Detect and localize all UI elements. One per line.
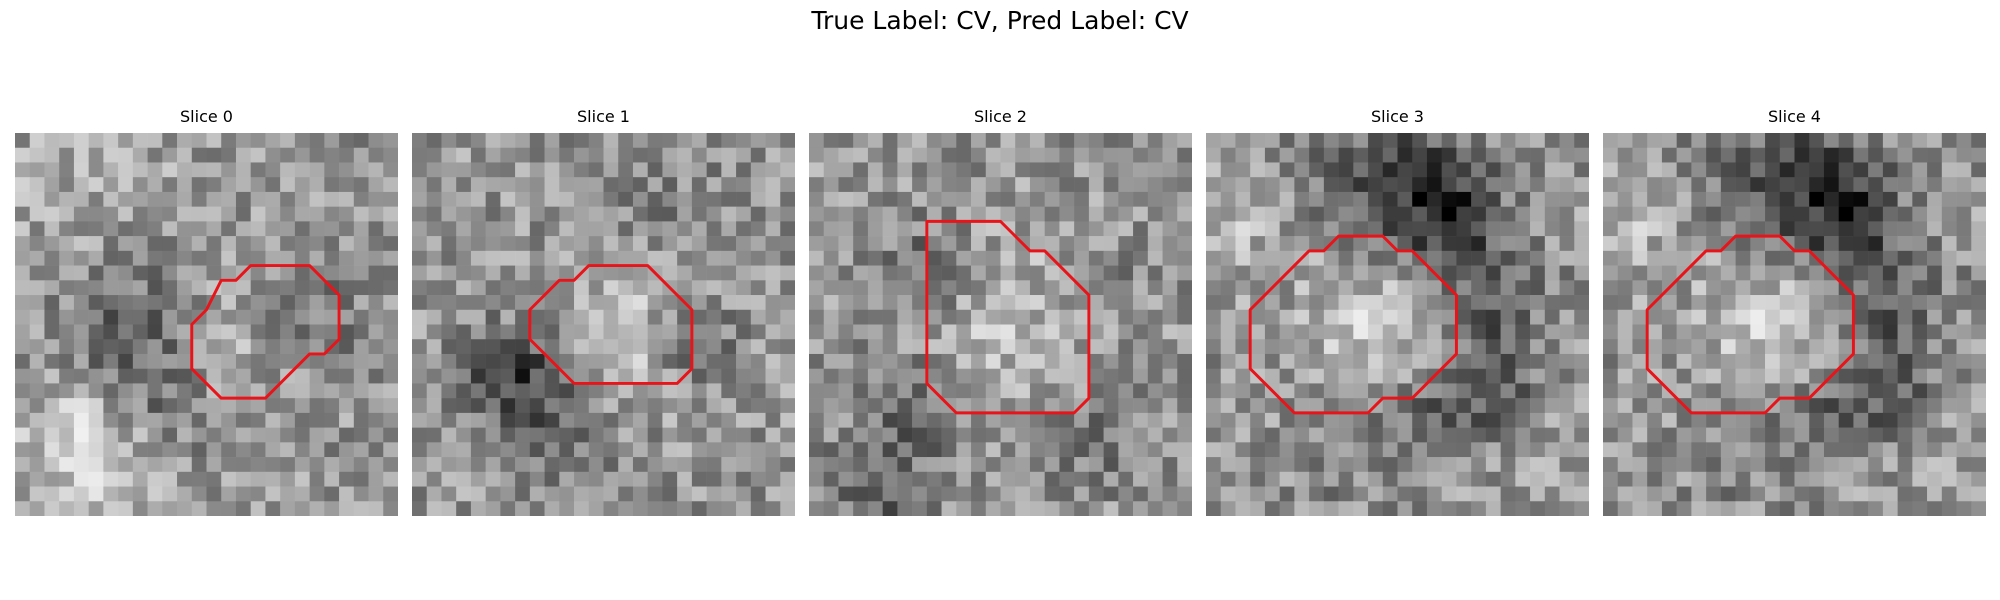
slice-image [1603,133,1986,516]
slice-title: Slice 4 [1603,105,1986,129]
figure-title: True Label: CV, Pred Label: CV [0,6,2000,35]
slice-panel-0: Slice 0 [15,105,398,516]
slice-panel-1: Slice 1 [412,105,795,516]
slice-panel-3: Slice 3 [1206,105,1589,516]
slice-title: Slice 1 [412,105,795,129]
slice-image [15,133,398,516]
slice-image [1206,133,1589,516]
slice-panel-2: Slice 2 [809,105,1192,516]
slice-image [412,133,795,516]
slice-title: Slice 3 [1206,105,1589,129]
slice-title: Slice 2 [809,105,1192,129]
slice-image [809,133,1192,516]
slice-title: Slice 0 [15,105,398,129]
slice-panel-4: Slice 4 [1603,105,1986,516]
